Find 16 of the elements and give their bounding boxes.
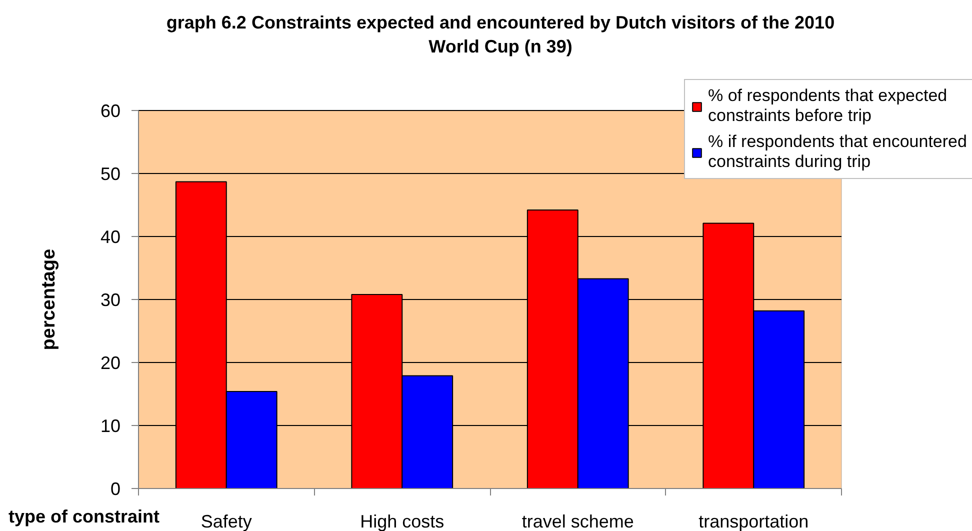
x-tick-label: travel scheme (522, 512, 634, 531)
y-tick-label: 50 (100, 164, 121, 184)
x-axis-title: type of constraint (8, 506, 160, 526)
x-tick-label: transportation (698, 512, 809, 531)
legend-label: % if respondents that encountered constraints during trip (708, 132, 967, 172)
y-tick-label: 0 (110, 479, 121, 499)
chart-title: graph 6.2 Constraints expected and encountered by Dutch visitors of the 2010 World Cup (n 39) (166, 12, 835, 56)
y-tick-label: 10 (100, 416, 121, 436)
y-tick-label: 40 (100, 227, 121, 247)
y-axis-title: percentage (38, 248, 60, 350)
x-tick-label: Safety (200, 512, 252, 531)
x-tick-label: High costs (360, 512, 444, 531)
legend-label: % of respondents that expected constraints before trip (708, 86, 948, 126)
y-tick-label: 30 (100, 290, 121, 310)
y-tick-label: 60 (100, 101, 121, 121)
y-tick-label: 20 (100, 353, 121, 373)
